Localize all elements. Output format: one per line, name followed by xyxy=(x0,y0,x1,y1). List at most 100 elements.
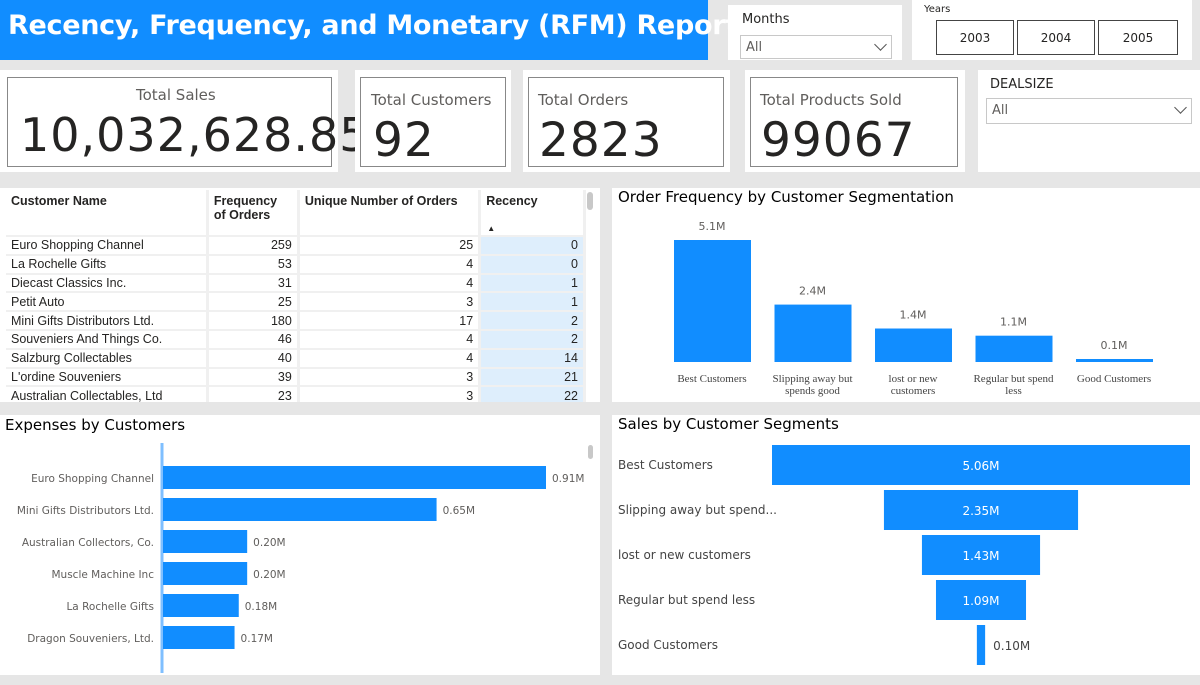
data-label: 0.1M xyxy=(1101,339,1128,352)
total-products-label: Total Products Sold xyxy=(760,91,902,109)
total-sales-label: Total Sales xyxy=(136,86,216,104)
col-unique-orders[interactable]: Unique Number of Orders xyxy=(298,190,482,236)
table-scrollbar[interactable] xyxy=(587,192,593,210)
data-label: 0.17M xyxy=(241,633,273,645)
cell-frequency: 180 xyxy=(207,310,300,330)
cell-recency: 22 xyxy=(479,385,586,402)
dealsize-label: DEALSIZE xyxy=(990,77,1054,92)
cell-unique-orders: 4 xyxy=(298,272,482,293)
data-label: 0.10M xyxy=(993,639,1030,653)
table-row[interactable]: Australian Collectables, Ltd 23 3 22 xyxy=(6,385,586,402)
cell-customer-name: Petit Auto xyxy=(6,291,209,312)
dealsize-dropdown[interactable]: All xyxy=(986,98,1192,124)
table-header-row: Customer Name Frequency of Orders Unique… xyxy=(6,190,586,236)
cell-customer-name: Diecast Classics Inc. xyxy=(6,272,209,293)
data-label: 1.43M xyxy=(962,549,999,563)
category-label: Muscle Machine Inc xyxy=(52,569,155,581)
table-row[interactable]: L'ordine Souveniers 39 3 21 xyxy=(6,366,586,387)
year-2004-button[interactable]: 2004 xyxy=(1017,20,1095,55)
expenses-scrollbar[interactable] xyxy=(588,445,593,459)
cell-recency: 1 xyxy=(479,291,586,312)
cell-unique-orders: 17 xyxy=(298,310,482,330)
data-label: 5.06M xyxy=(962,459,999,473)
expenses-panel: Expenses by Customers Euro Shopping Chan… xyxy=(0,415,600,675)
total-orders-value: 2823 xyxy=(539,113,663,168)
category-label: La Rochelle Gifts xyxy=(66,601,154,613)
category-label: Regular but spend less xyxy=(973,373,1054,397)
cell-customer-name: Salzburg Collectables xyxy=(6,347,209,368)
col-customer-name[interactable]: Customer Name xyxy=(6,190,209,236)
table-row[interactable]: Souveniers And Things Co. 46 4 2 xyxy=(6,328,586,349)
bar xyxy=(1076,359,1153,362)
cell-customer-name: La Rochelle Gifts xyxy=(6,253,209,274)
dealsize-slicer: DEALSIZE All xyxy=(978,70,1200,172)
cell-customer-name: Mini Gifts Distributors Ltd. xyxy=(6,310,209,330)
year-2003-button[interactable]: 2003 xyxy=(936,20,1014,55)
total-sales-value: 10,032,628.85 xyxy=(20,108,370,162)
customer-table: Customer Name Frequency of Orders Unique… xyxy=(6,190,586,402)
cell-recency: 2 xyxy=(479,328,586,349)
category-label: lost or new customers xyxy=(618,548,751,562)
category-label: Mini Gifts Distributors Ltd. xyxy=(17,505,154,517)
cell-recency: 1 xyxy=(479,272,586,293)
cell-frequency: 259 xyxy=(207,235,300,255)
sales-segments-title: Sales by Customer Segments xyxy=(618,415,839,433)
year-2005-button[interactable]: 2005 xyxy=(1098,20,1178,55)
cell-unique-orders: 3 xyxy=(298,385,482,402)
chevron-down-icon xyxy=(874,38,887,51)
table-row[interactable]: Salzburg Collectables 40 4 14 xyxy=(6,347,586,368)
data-label: 0.91M xyxy=(552,473,584,485)
years-slicer: Years 2003 2004 2005 xyxy=(912,0,1192,60)
months-slicer: Months All xyxy=(728,5,902,60)
category-label: Australian Collectors, Co. xyxy=(22,537,154,549)
data-label: 1.4M xyxy=(900,309,927,322)
table-row[interactable]: Petit Auto 25 3 1 xyxy=(6,291,586,312)
cell-customer-name: Australian Collectables, Ltd xyxy=(6,385,209,402)
category-label: Good Customers xyxy=(618,638,718,652)
data-label: 0.20M xyxy=(253,569,285,581)
cell-frequency: 46 xyxy=(207,328,300,349)
cell-recency: 0 xyxy=(479,253,586,274)
cell-unique-orders: 3 xyxy=(298,366,482,387)
data-label: 2.35M xyxy=(962,504,999,518)
cell-customer-name: Souveniers And Things Co. xyxy=(6,328,209,349)
cell-frequency: 39 xyxy=(207,366,300,387)
total-products-panel: Total Products Sold 99067 xyxy=(745,70,965,172)
col-recency[interactable]: Recency ▲ xyxy=(479,190,586,236)
report-title: Recency, Frequency, and Monetary (RFM) R… xyxy=(0,0,738,60)
total-sales-card: Total Sales 10,032,628.85 xyxy=(7,77,369,167)
category-label: Slipping away but spend... xyxy=(618,503,777,517)
expenses-title: Expenses by Customers xyxy=(5,416,186,434)
table-row[interactable]: Diecast Classics Inc. 31 4 1 xyxy=(6,272,586,293)
bar xyxy=(163,562,248,585)
sort-ascending-icon: ▲ xyxy=(487,224,496,233)
cell-unique-orders: 4 xyxy=(298,347,482,368)
cell-frequency: 31 xyxy=(207,272,300,293)
cell-unique-orders: 4 xyxy=(298,328,482,349)
months-dropdown[interactable]: All xyxy=(740,35,892,59)
col-frequency[interactable]: Frequency of Orders xyxy=(207,190,300,236)
cell-recency: 0 xyxy=(479,235,586,255)
cell-unique-orders: 3 xyxy=(298,291,482,312)
table-row[interactable]: Euro Shopping Channel 259 25 0 xyxy=(6,235,586,255)
chevron-down-icon xyxy=(1174,101,1187,114)
bar xyxy=(975,335,1053,362)
table-row[interactable]: La Rochelle Gifts 53 4 0 xyxy=(6,253,586,274)
category-label: Regular but spend less xyxy=(618,593,755,607)
bar xyxy=(163,626,235,649)
category-label: Best Customers xyxy=(618,458,713,472)
cell-frequency: 53 xyxy=(207,253,300,274)
cell-unique-orders: 4 xyxy=(298,253,482,274)
cell-recency: 2 xyxy=(479,310,586,330)
total-customers-label: Total Customers xyxy=(371,91,492,109)
total-products-card: Total Products Sold 99067 xyxy=(750,77,958,168)
total-products-value: 99067 xyxy=(761,113,916,168)
bar xyxy=(163,594,239,617)
cell-customer-name: Euro Shopping Channel xyxy=(6,235,209,255)
category-label: Good Customers xyxy=(1077,373,1151,385)
years-label: Years xyxy=(924,4,951,15)
data-label: 0.65M xyxy=(443,505,475,517)
total-sales-panel: Total Sales 10,032,628.85 xyxy=(0,70,369,172)
funnel-bar xyxy=(921,535,1041,575)
table-row[interactable]: Mini Gifts Distributors Ltd. 180 17 2 xyxy=(6,310,586,330)
